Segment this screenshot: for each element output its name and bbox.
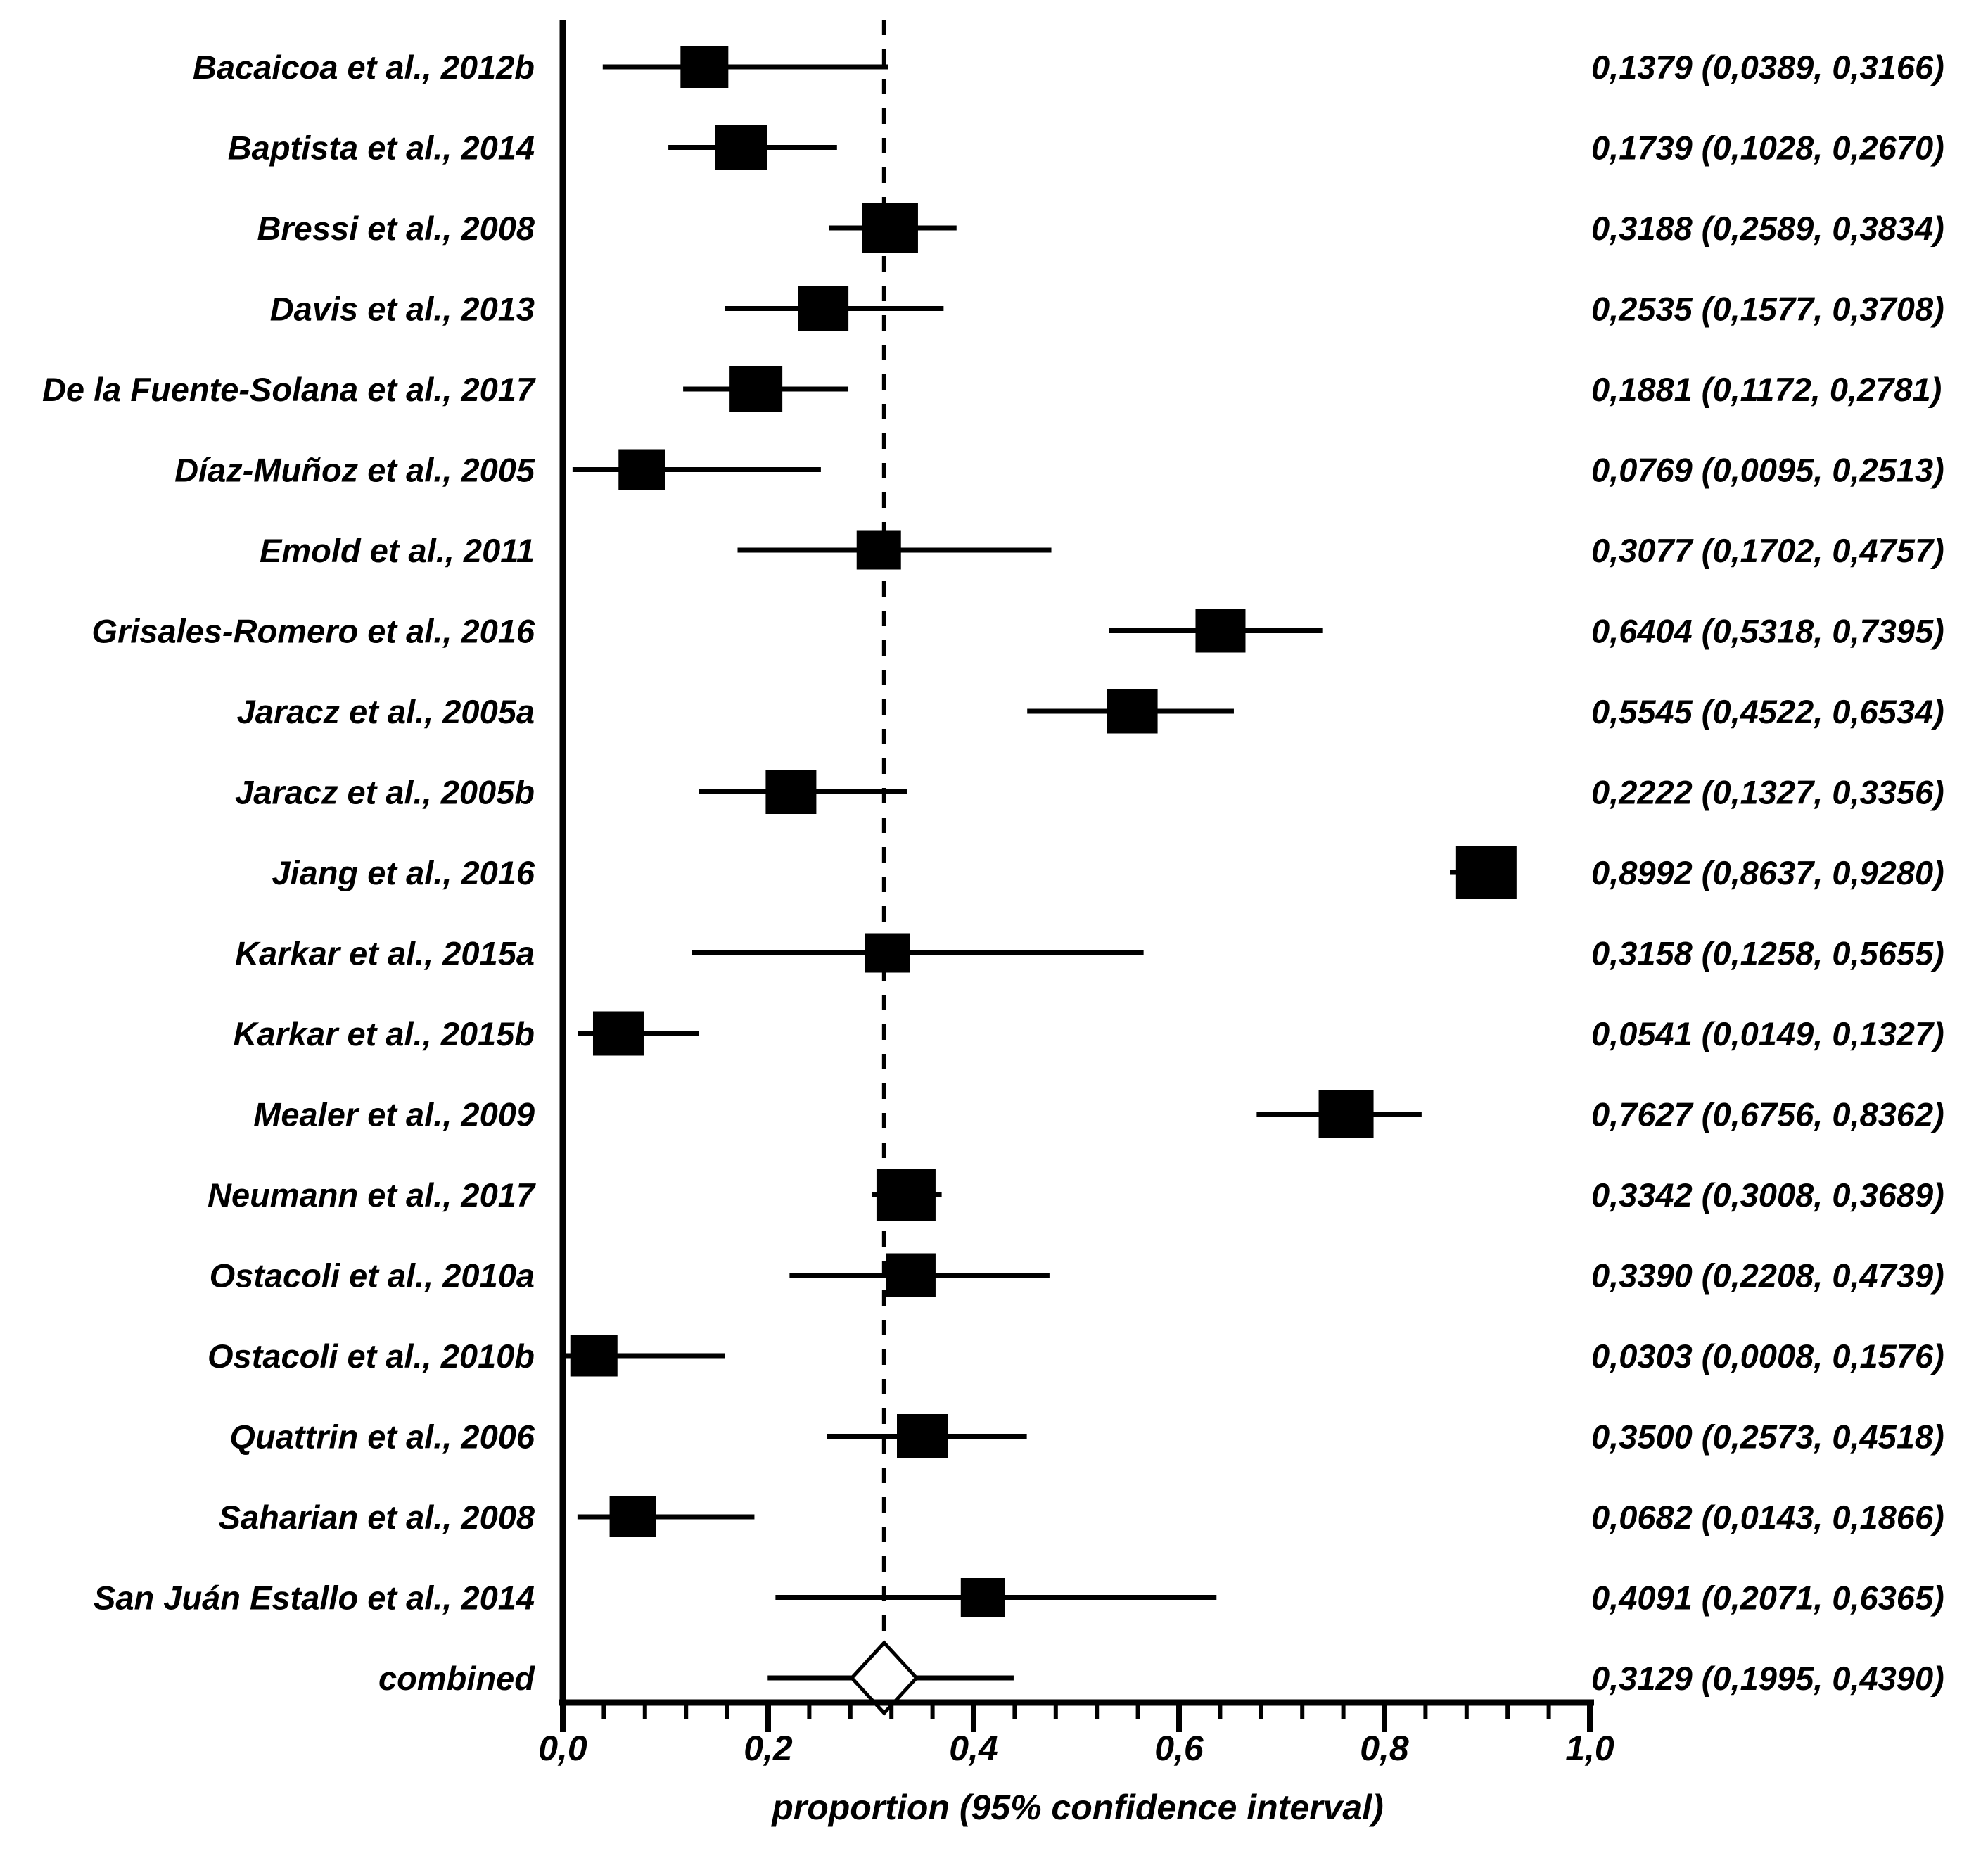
study-row: Karkar et al., 2015b 0,0541 (0,0149, 0,13…	[234, 1011, 1944, 1056]
study-label: Ostacoli et al., 2010b	[208, 1337, 535, 1375]
estimate-value-text: 0,8992 (0,8637, 0,9280)	[1591, 854, 1944, 891]
estimate-marker	[715, 125, 767, 170]
study-row: Jaracz et al., 2005a 0,5545 (0,4522, 0,65…	[237, 689, 1944, 734]
estimate-value-text: 0,1739 (0,1028, 0,2670)	[1591, 129, 1944, 167]
study-label: Emold et al., 2011	[260, 532, 535, 569]
estimate-marker	[1195, 609, 1246, 653]
estimate-marker	[729, 366, 783, 412]
x-axis-tick-label: 0,8	[1360, 1729, 1409, 1768]
estimate-value-text: 0,0541 (0,0149, 0,1327)	[1591, 1015, 1944, 1052]
study-label: Neumann et al., 2017	[208, 1176, 536, 1214]
x-axis-tick-label: 1,0	[1565, 1729, 1614, 1768]
combined-row: combined 0,3129 (0,1995, 0,4390)	[378, 1640, 1944, 1716]
study-label: Díaz-Muñoz et al., 2005	[174, 452, 535, 489]
study-label: Jiang et al., 2016	[272, 854, 535, 891]
estimate-value-text: 0,3390 (0,2208, 0,4739)	[1591, 1257, 1944, 1295]
study-label: Baptista et al., 2014	[228, 129, 535, 167]
study-row: Jiang et al., 2016 0,8992 (0,8637, 0,9280…	[272, 846, 1944, 899]
study-row: Saharian et al., 2008 0,0682 (0,0143, 0,1…	[219, 1496, 1944, 1537]
estimate-marker	[609, 1496, 656, 1537]
estimate-marker	[960, 1578, 1005, 1617]
estimate-value-text: 0,3158 (0,1258, 0,5655)	[1591, 935, 1944, 972]
study-label: Bacaicoa et al., 2012b	[193, 49, 535, 86]
study-label: Ostacoli et al., 2010a	[210, 1257, 535, 1295]
estimate-value-text: 0,2222 (0,1327, 0,3356)	[1591, 774, 1944, 811]
estimate-marker	[1107, 689, 1158, 734]
study-label: Davis et al., 2013	[270, 291, 535, 328]
study-row: Baptista et al., 2014 0,1739 (0,1028, 0,2…	[228, 125, 1944, 170]
study-row: Neumann et al., 2017 0,3342 (0,3008, 0,36…	[208, 1169, 1944, 1221]
study-row: Bacaicoa et al., 2012b 0,1379 (0,0389, 0,…	[193, 46, 1944, 88]
estimate-value-text: 0,1881 (0,1172, 0,2781)	[1591, 371, 1942, 408]
estimate-marker	[1455, 846, 1517, 899]
study-row: San Juán Estallo et al., 2014 0,4091 (0,2…	[94, 1578, 1944, 1617]
x-axis-tick-label: 0,4	[949, 1729, 998, 1768]
estimate-marker	[680, 46, 729, 88]
estimate-value-text: 0,4091 (0,2071, 0,6365)	[1591, 1579, 1944, 1617]
estimate-marker	[862, 203, 918, 253]
estimate-value-text: 0,3500 (0,2573, 0,4518)	[1591, 1418, 1944, 1456]
estimate-marker	[865, 933, 910, 973]
study-label: Jaracz et al., 2005b	[235, 774, 535, 811]
estimate-value-text: 0,0769 (0,0095, 0,2513)	[1591, 452, 1944, 489]
estimate-value-text: 0,1379 (0,0389, 0,3166)	[1591, 49, 1944, 86]
study-label: Karkar et al., 2015b	[234, 1015, 535, 1052]
estimate-value-text: 0,3188 (0,2589, 0,3834)	[1591, 210, 1944, 247]
estimate-marker	[1318, 1090, 1374, 1138]
study-row: Karkar et al., 2015a 0,3158 (0,1258, 0,56…	[235, 933, 1944, 973]
study-row: Ostacoli et al., 2010a 0,3390 (0,2208, 0,…	[210, 1253, 1944, 1297]
study-row: Emold et al., 2011 0,3077 (0,1702, 0,4757…	[260, 530, 1944, 570]
estimate-value-text: 0,6404 (0,5318, 0,7395)	[1591, 613, 1944, 650]
study-row: Bressi et al., 2008 0,3188 (0,2589, 0,383…	[257, 203, 1944, 253]
study-label: San Juán Estallo et al., 2014	[94, 1579, 535, 1617]
estimate-value-text: 0,2535 (0,1577, 0,3708)	[1591, 291, 1944, 328]
estimate-value-text: 0,5545 (0,4522, 0,6534)	[1591, 693, 1944, 730]
estimate-marker	[798, 286, 849, 331]
study-label: Quattrin et al., 2006	[229, 1418, 535, 1456]
study-label: De la Fuente-Solana et al., 2017	[42, 371, 536, 408]
study-label: Grisales-Romero et al., 2016	[91, 613, 535, 650]
estimate-marker	[592, 1011, 644, 1056]
estimate-marker	[618, 449, 665, 490]
study-label: Jaracz et al., 2005a	[237, 693, 535, 730]
x-axis-title: proportion (95% confidence interval)	[770, 1788, 1384, 1827]
estimate-marker	[876, 1169, 936, 1221]
study-label: Saharian et al., 2008	[219, 1499, 535, 1536]
study-row: Jaracz et al., 2005b 0,2222 (0,1327, 0,33…	[235, 770, 1944, 814]
study-row: Díaz-Muñoz et al., 2005 0,0769 (0,0095, 0…	[174, 449, 1944, 490]
x-axis-tick-label: 0,0	[538, 1729, 587, 1768]
estimate-value-text: 0,7627 (0,6756, 0,8362)	[1591, 1096, 1944, 1133]
estimate-value-text: 0,3077 (0,1702, 0,4757)	[1591, 532, 1944, 569]
study-row: Quattrin et al., 2006 0,3500 (0,2573, 0,4…	[229, 1414, 1944, 1458]
estimate-marker	[886, 1253, 936, 1297]
estimate-marker	[570, 1335, 618, 1377]
x-axis-tick-label: 0,6	[1154, 1729, 1204, 1768]
study-label: Mealer et al., 2009	[253, 1096, 535, 1133]
combined-value-text: 0,3129 (0,1995, 0,4390)	[1591, 1660, 1944, 1697]
study-label: Bressi et al., 2008	[257, 210, 535, 247]
study-label: Karkar et al., 2015a	[235, 935, 535, 972]
study-row: Grisales-Romero et al., 2016 0,6404 (0,53…	[91, 609, 1944, 653]
study-row: De la Fuente-Solana et al., 2017 0,1881 (…	[42, 366, 1942, 412]
estimate-value-text: 0,0682 (0,0143, 0,1866)	[1591, 1499, 1944, 1536]
x-axis: 0,0 0,2 0,4 0,6 0,8 1,0 proportion (95% confid…	[538, 20, 1614, 1827]
study-row: Mealer et al., 2009 0,7627 (0,6756, 0,836…	[253, 1090, 1944, 1138]
combined-label: combined	[378, 1660, 535, 1697]
estimate-value-text: 0,0303 (0,0008, 0,1576)	[1591, 1337, 1944, 1375]
study-row: Davis et al., 2013 0,2535 (0,1577, 0,3708…	[270, 286, 1944, 331]
estimate-marker	[897, 1414, 948, 1458]
estimate-marker	[765, 770, 817, 814]
estimate-value-text: 0,3342 (0,3008, 0,3689)	[1591, 1176, 1944, 1214]
study-row: Ostacoli et al., 2010b 0,0303 (0,0008, 0,…	[208, 1335, 1944, 1377]
x-axis-tick-label: 0,2	[744, 1729, 793, 1768]
estimate-marker	[856, 530, 901, 570]
